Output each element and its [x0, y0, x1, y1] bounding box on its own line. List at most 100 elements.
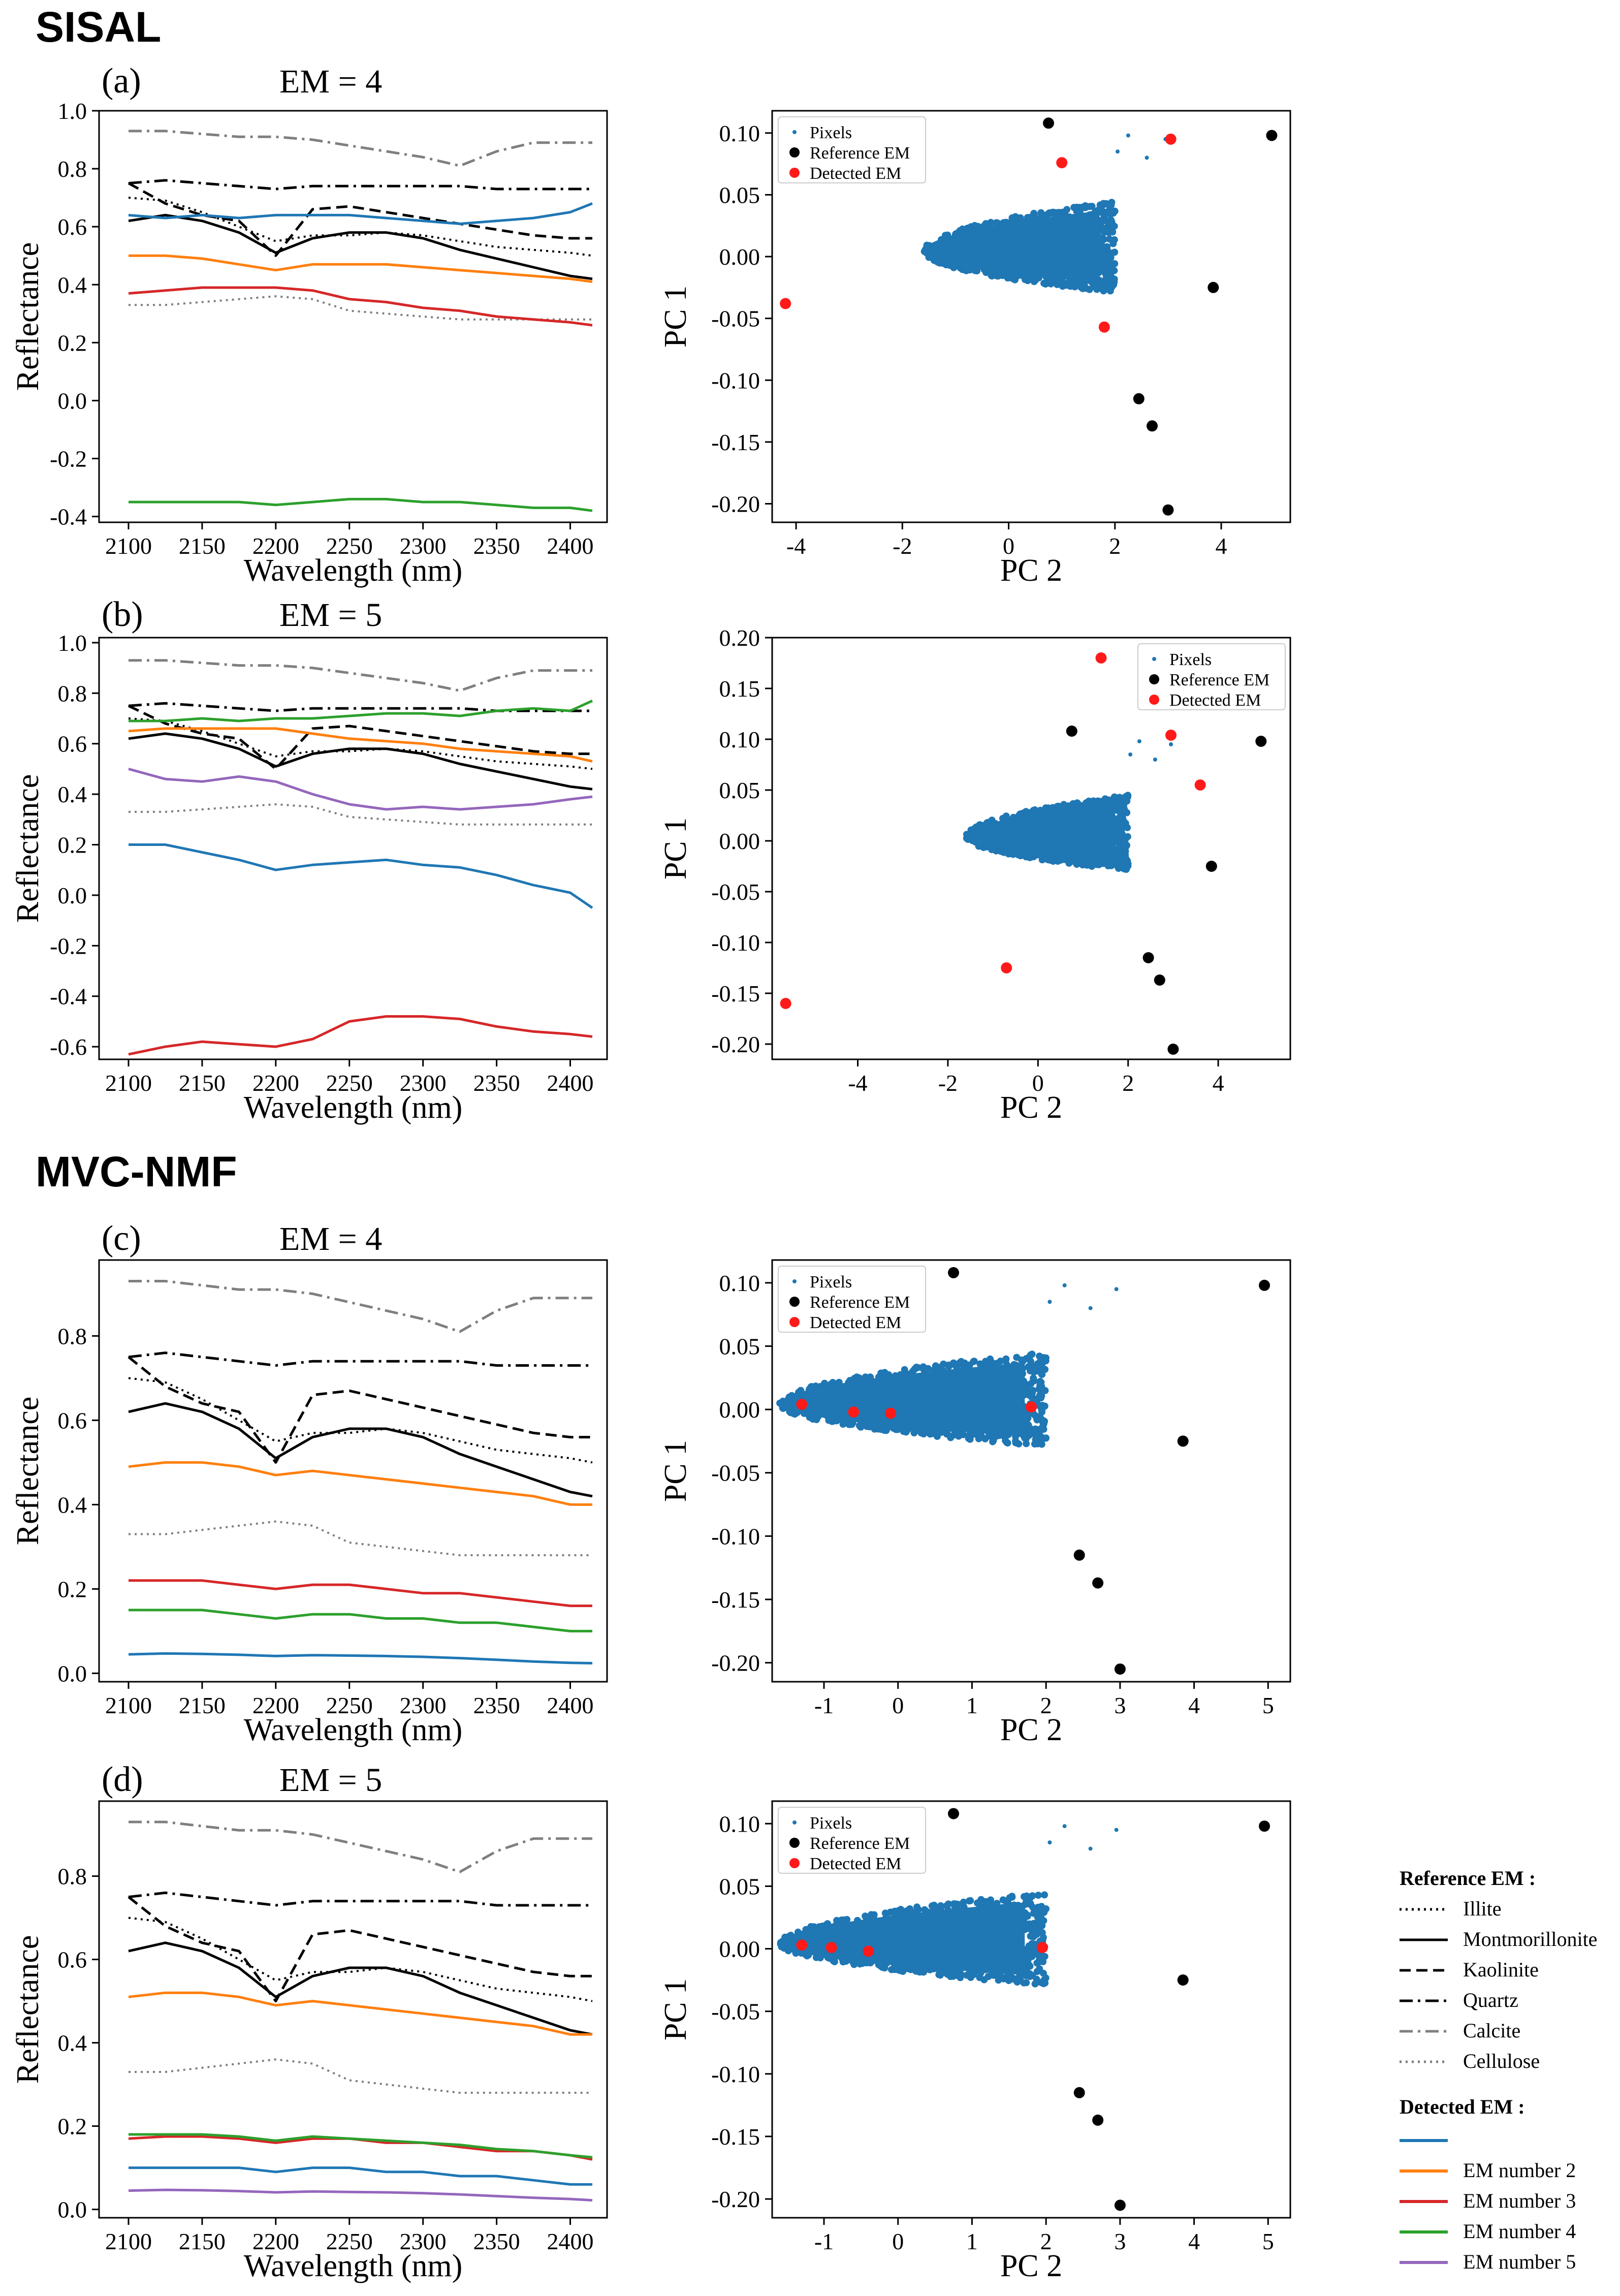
- reference-em-point: [1114, 1663, 1126, 1675]
- y-tick-label: 0.10: [719, 1811, 760, 1837]
- y-axis-label: PC 1: [658, 1978, 693, 2040]
- x-tick-label: 2250: [326, 533, 373, 559]
- series-line-montmorillonite: [128, 1402, 593, 1498]
- y-tick-label: 0.00: [719, 244, 760, 270]
- pixel-point: [1033, 1430, 1041, 1438]
- x-tick-label: 1: [966, 1692, 978, 1718]
- detected-em-point: [796, 1399, 808, 1410]
- x-tick-label: 2100: [105, 1070, 152, 1096]
- y-tick-label: -0.10: [711, 1523, 760, 1549]
- series-line-em-number-2: [128, 727, 593, 763]
- plot-area: [780, 117, 1278, 516]
- series-line-cellulose: [129, 295, 592, 321]
- y-tick-label: 0.0: [58, 388, 87, 414]
- y-tick-label: -0.05: [711, 306, 760, 332]
- x-tick-label: 2250: [326, 1070, 373, 1096]
- scatter-legend-box: [1137, 643, 1286, 710]
- x-tick-label: 2100: [105, 533, 152, 559]
- pixel-point: [1013, 215, 1021, 223]
- pixel-point: [1115, 858, 1122, 865]
- pixel-point: [1062, 1283, 1067, 1287]
- pixel-point: [947, 1434, 955, 1441]
- y-tick-label: -0.4: [50, 984, 87, 1010]
- pixel-point: [1137, 739, 1141, 743]
- pixel-point: [1041, 1366, 1049, 1373]
- y-axis-label: Reflectance: [11, 774, 45, 923]
- reference-em-point: [1066, 726, 1077, 737]
- pixel-point: [1036, 1927, 1043, 1934]
- legend-reference-label: Kaolinite: [1463, 1958, 1539, 1981]
- y-tick-label: 0.8: [58, 156, 87, 182]
- x-tick-label: 0: [1003, 533, 1014, 559]
- pixel-point: [877, 1426, 885, 1433]
- pixel-cloud-core: [924, 211, 1100, 283]
- reference-em-point: [1177, 1974, 1189, 1986]
- pixel-point: [924, 1365, 932, 1372]
- pixel-point: [1110, 236, 1118, 243]
- reference-em-point: [1073, 2087, 1085, 2098]
- pixel-point: [1103, 796, 1110, 803]
- reference-em-point: [1167, 1044, 1179, 1055]
- pixel-point: [1079, 861, 1087, 869]
- pixel-point: [878, 1964, 886, 1971]
- scatter-legend-label: Pixels: [810, 1273, 852, 1292]
- pixel-cloud: [920, 133, 1168, 295]
- pixel-point: [955, 1430, 962, 1438]
- reference-em-point: [1205, 861, 1217, 872]
- pixel-point: [1124, 824, 1131, 831]
- y-tick-label: 0.6: [58, 731, 87, 757]
- pixel-point: [829, 1379, 836, 1387]
- pixel-point: [1105, 220, 1113, 228]
- y-axis-label: Reflectance: [11, 242, 45, 391]
- x-tick-label: 2150: [179, 1070, 226, 1096]
- pixel-point: [1024, 1414, 1032, 1422]
- detected-em-point: [1194, 779, 1206, 791]
- x-tick-label: 2400: [547, 2228, 594, 2254]
- scatter-legend-box: [778, 1807, 926, 1874]
- x-tick-label: -2: [893, 533, 912, 559]
- pixel-point: [1054, 281, 1061, 288]
- series-line-em-number-3: [128, 286, 593, 327]
- detected-em-point: [780, 998, 791, 1009]
- x-tick-label: 2350: [473, 533, 520, 559]
- pixel-point: [1028, 1933, 1036, 1940]
- scatter-legend-marker: [789, 1317, 800, 1327]
- detected-em-point: [848, 1406, 860, 1418]
- detected-em-point: [1056, 157, 1068, 169]
- y-tick-label: -0.10: [711, 930, 760, 956]
- pixel-point: [1034, 1892, 1042, 1899]
- pixel-point: [953, 1362, 961, 1370]
- pixel-point: [1101, 267, 1109, 275]
- scatter-legend-box: [778, 1266, 926, 1333]
- pixel-point: [1105, 262, 1113, 270]
- y-tick-label: -0.15: [711, 429, 760, 455]
- pixel-point: [1026, 214, 1033, 222]
- pixel-point: [1002, 1355, 1010, 1363]
- pixel-point: [1121, 843, 1128, 851]
- x-tick-label: 2: [1040, 1692, 1052, 1718]
- pixel-point: [1071, 283, 1078, 291]
- x-tick-label: 2100: [105, 1692, 152, 1718]
- x-axis-label: PC 2: [1000, 1090, 1062, 1125]
- pixel-point: [856, 1960, 864, 1968]
- detected-em-point: [1098, 321, 1110, 333]
- pixel-point: [907, 1966, 914, 1973]
- pixel-point: [901, 1366, 908, 1373]
- reference-em-point: [1208, 281, 1219, 293]
- reference-em-point: [1162, 504, 1174, 516]
- x-tick-label: 2200: [252, 533, 299, 559]
- x-tick-label: 0: [1032, 1070, 1044, 1096]
- reference-legend: Reference EM : IlliteMontmorilloniteKaol…: [1400, 1867, 1597, 2273]
- series-line-kaolinite: [128, 1356, 592, 1464]
- series-line-calcite: [129, 1280, 592, 1333]
- y-tick-label: 0.4: [58, 272, 87, 298]
- x-tick-label: 2300: [400, 533, 447, 559]
- pixel-point: [1103, 274, 1111, 281]
- series-line-em-number-5: [128, 2188, 593, 2202]
